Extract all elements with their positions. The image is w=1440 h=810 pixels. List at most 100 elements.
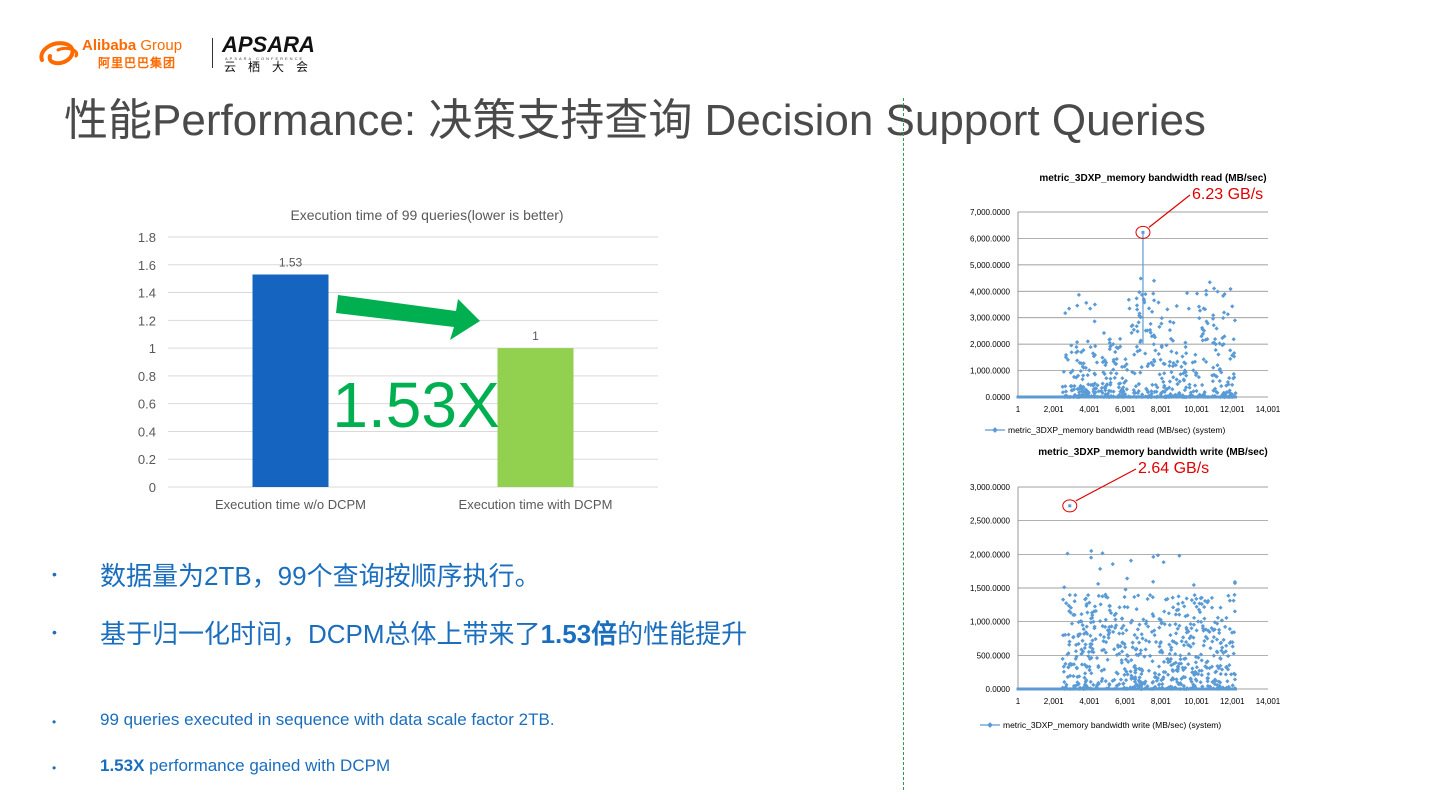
data-point xyxy=(1213,347,1218,353)
data-point xyxy=(1204,292,1209,297)
data-point xyxy=(1063,355,1069,360)
data-point xyxy=(1192,600,1197,606)
x-tick-label: 8,001 xyxy=(1151,697,1172,706)
alibaba-smile-icon xyxy=(39,41,79,66)
speedup-annotation: 1.53X xyxy=(332,369,499,441)
bullet-en-1: • 99 queries executed in sequence with d… xyxy=(52,710,872,734)
data-point xyxy=(1161,659,1167,665)
data-point xyxy=(1163,597,1168,602)
data-point xyxy=(1135,627,1140,632)
data-point xyxy=(1174,350,1179,356)
bar-chart-bars xyxy=(252,274,574,487)
data-point xyxy=(1122,672,1127,678)
data-point xyxy=(1221,637,1226,642)
y-tick-label: 3,000.0000 xyxy=(970,483,1011,492)
bullet-dot: • xyxy=(52,761,57,775)
data-point xyxy=(1075,682,1081,687)
data-point xyxy=(1070,388,1075,393)
data-point xyxy=(1134,344,1140,349)
data-point xyxy=(1105,391,1111,396)
data-point xyxy=(1162,621,1167,627)
data-point xyxy=(1117,631,1122,636)
data-point xyxy=(1180,600,1185,605)
peak-annotation-line xyxy=(1148,194,1191,228)
data-point xyxy=(1211,365,1216,370)
data-point xyxy=(1208,645,1213,651)
data-point xyxy=(1093,344,1098,349)
x-tick-label: 4,001 xyxy=(1079,697,1100,706)
data-point xyxy=(1116,385,1122,390)
data-point xyxy=(1085,610,1090,615)
data-point xyxy=(1173,631,1179,636)
data-point xyxy=(1094,655,1100,661)
data-point xyxy=(1184,596,1189,601)
data-point xyxy=(1160,681,1165,687)
data-point xyxy=(1068,605,1074,610)
y-tick-label: 5,000.0000 xyxy=(970,261,1011,270)
data-point xyxy=(1170,639,1175,644)
data-point xyxy=(1060,656,1065,662)
data-point xyxy=(1212,393,1217,399)
data-point xyxy=(1151,291,1156,296)
data-point xyxy=(1080,377,1085,382)
data-point xyxy=(1216,352,1221,357)
data-point xyxy=(1211,372,1217,377)
bullet-en-1-text: 99 queries executed in sequence with dat… xyxy=(100,710,555,729)
data-point xyxy=(1157,372,1162,377)
data-point xyxy=(1119,649,1125,654)
data-point xyxy=(1138,276,1143,281)
data-point xyxy=(1221,310,1227,315)
data-point xyxy=(1108,370,1114,376)
data-point xyxy=(1096,581,1101,587)
data-point xyxy=(1228,286,1233,292)
data-point xyxy=(1194,596,1199,601)
data-point xyxy=(1153,348,1158,353)
data-point xyxy=(1152,671,1158,676)
data-point xyxy=(1158,392,1163,397)
data-point xyxy=(1152,633,1157,638)
data-point xyxy=(1194,291,1200,296)
data-point xyxy=(1232,592,1237,597)
data-point xyxy=(1066,632,1071,637)
data-point xyxy=(1210,379,1216,384)
data-point xyxy=(1213,342,1218,347)
data-point xyxy=(1146,668,1152,673)
bullet-cn-2-text: 基于归一化时间，DCPM总体上带来了1.53倍的性能提升 xyxy=(100,614,747,651)
execution-time-bar-chart: Execution time of 99 queries(lower is be… xyxy=(138,207,658,512)
data-point xyxy=(1065,551,1070,556)
data-point xyxy=(1148,321,1153,327)
data-point xyxy=(1165,672,1171,677)
data-point xyxy=(1215,363,1220,368)
data-point xyxy=(1205,321,1210,326)
data-point xyxy=(1189,626,1194,631)
data-point xyxy=(1110,562,1115,567)
data-point xyxy=(1126,297,1131,302)
x-tick-label: Execution time w/o DCPM xyxy=(215,497,366,512)
data-point xyxy=(1129,330,1134,335)
data-point xyxy=(1178,653,1183,658)
data-point xyxy=(1186,306,1191,311)
data-point xyxy=(1081,685,1086,690)
data-point xyxy=(1071,635,1076,640)
data-point xyxy=(1103,592,1108,597)
data-point xyxy=(1167,319,1173,324)
data-point xyxy=(1231,371,1236,377)
data-point xyxy=(1135,329,1140,334)
data-point xyxy=(1231,630,1237,635)
data-point xyxy=(1197,308,1203,313)
data-point xyxy=(1107,337,1112,342)
data-point xyxy=(1098,619,1103,624)
data-point xyxy=(1231,337,1236,342)
data-point xyxy=(1143,647,1148,652)
data-point xyxy=(1219,667,1225,672)
bullet-cn-2: • 基于归一化时间，DCPM总体上带来了1.53倍的性能提升 xyxy=(52,614,872,654)
data-point xyxy=(1122,645,1128,650)
data-point xyxy=(1164,387,1169,392)
data-point xyxy=(1228,356,1233,362)
data-point xyxy=(1225,679,1230,684)
data-point xyxy=(1230,644,1235,649)
data-point xyxy=(1162,383,1167,388)
data-point xyxy=(1161,560,1166,565)
data-point xyxy=(1067,592,1072,598)
data-point xyxy=(1094,360,1100,365)
